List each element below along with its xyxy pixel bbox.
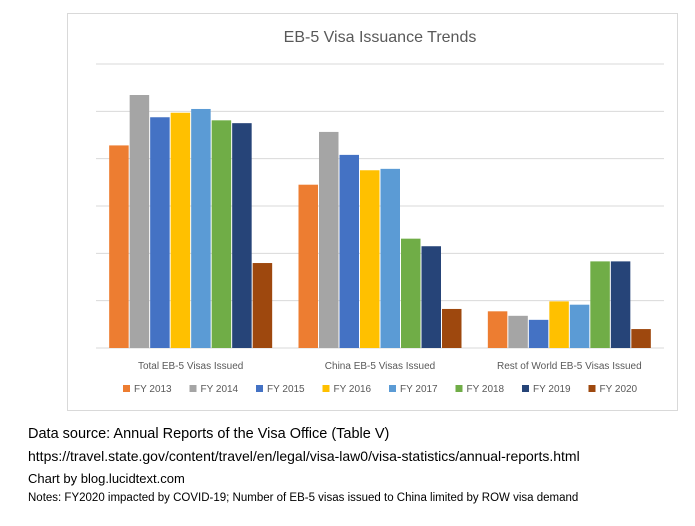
bar-fy-2016 bbox=[360, 170, 380, 348]
bar-fy-2016 bbox=[170, 112, 191, 349]
legend-swatch bbox=[389, 385, 396, 392]
legend-label: FY 2016 bbox=[334, 384, 372, 395]
bar-chart: EB-5 Visa Issuance Trends020004000600080… bbox=[96, 29, 664, 395]
bar-fy-2018 bbox=[211, 120, 232, 349]
bar-fy-2013 bbox=[487, 311, 508, 348]
chart-credit: Chart by blog.lucidtext.com bbox=[28, 471, 185, 486]
bar-fy-2019 bbox=[610, 261, 631, 348]
bar-fy-2014 bbox=[129, 95, 150, 349]
legend-swatch bbox=[189, 385, 197, 392]
legend-swatch bbox=[588, 385, 596, 392]
x-category-label: China EB-5 Visas Issued bbox=[325, 361, 435, 372]
bar-fy-2013 bbox=[109, 145, 129, 348]
legend-label: FY 2015 bbox=[267, 384, 305, 395]
bar-fy-2014 bbox=[508, 315, 528, 348]
bar-fy-2017 bbox=[380, 168, 400, 348]
bar-fy-2017 bbox=[191, 108, 211, 348]
legend-label: FY 2013 bbox=[134, 384, 172, 395]
legend-swatch bbox=[256, 385, 263, 392]
legend-label: FY 2014 bbox=[201, 384, 239, 395]
data-source-url: https://travel.state.gov/content/travel/… bbox=[28, 448, 580, 464]
legend-swatch bbox=[522, 385, 529, 392]
legend-swatch bbox=[455, 385, 463, 392]
legend-swatch bbox=[322, 385, 330, 392]
bar-fy-2020 bbox=[631, 329, 651, 348]
chart-title: EB-5 Visa Issuance Trends bbox=[284, 29, 477, 46]
legend-label: FY 2019 bbox=[533, 384, 571, 395]
bar-fy-2015 bbox=[150, 117, 170, 348]
bar-fy-2019 bbox=[421, 246, 441, 348]
legend-label: FY 2020 bbox=[600, 384, 638, 395]
legend-swatch bbox=[123, 385, 130, 392]
bar-fy-2014 bbox=[319, 131, 339, 348]
bar-fy-2019 bbox=[232, 123, 252, 349]
bar-fy-2018 bbox=[590, 261, 610, 348]
bar-fy-2016 bbox=[549, 301, 569, 348]
legend-label: FY 2017 bbox=[400, 384, 438, 395]
bar-fy-2017 bbox=[569, 304, 590, 348]
bar-fy-2015 bbox=[528, 319, 549, 348]
bar-fy-2020 bbox=[252, 263, 273, 348]
chart-notes: Notes: FY2020 impacted by COVID-19; Numb… bbox=[28, 492, 579, 504]
bar-fy-2020 bbox=[442, 308, 462, 348]
chart-area: EB-5 Visa Issuance Trends020004000600080… bbox=[67, 13, 678, 411]
x-category-label: Rest of World EB-5 Visas Issued bbox=[497, 361, 642, 372]
bar-fy-2013 bbox=[298, 184, 318, 348]
data-source-text: Data source: Annual Reports of the Visa … bbox=[28, 426, 390, 442]
legend-label: FY 2018 bbox=[467, 384, 505, 395]
x-category-label: Total EB-5 Visas Issued bbox=[138, 361, 243, 372]
bar-fy-2018 bbox=[401, 238, 421, 348]
bar-fy-2015 bbox=[339, 154, 359, 348]
